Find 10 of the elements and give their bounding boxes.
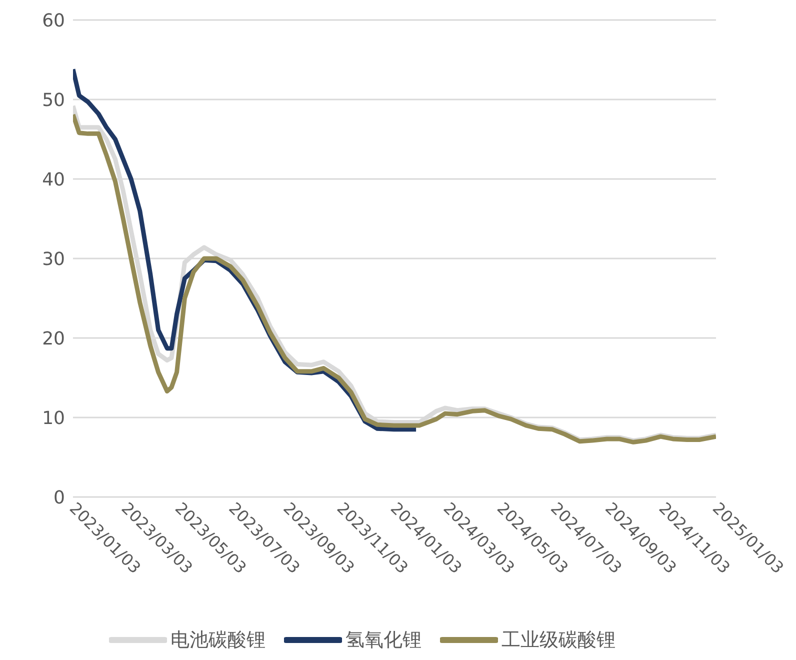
y-tick-label: 0 xyxy=(54,487,65,508)
y-tick-label: 50 xyxy=(42,90,65,111)
legend-label: 电池碳酸锂 xyxy=(170,628,266,653)
y-tick-label: 60 xyxy=(42,10,65,32)
y-tick-label: 30 xyxy=(42,248,65,270)
y-tick-label: 20 xyxy=(42,328,65,350)
legend-label: 工业级碳酸锂 xyxy=(502,628,616,653)
legend-label: 氢氧化锂 xyxy=(346,628,422,653)
y-tick-label: 40 xyxy=(42,169,65,190)
y-tick-label: 10 xyxy=(42,408,65,429)
